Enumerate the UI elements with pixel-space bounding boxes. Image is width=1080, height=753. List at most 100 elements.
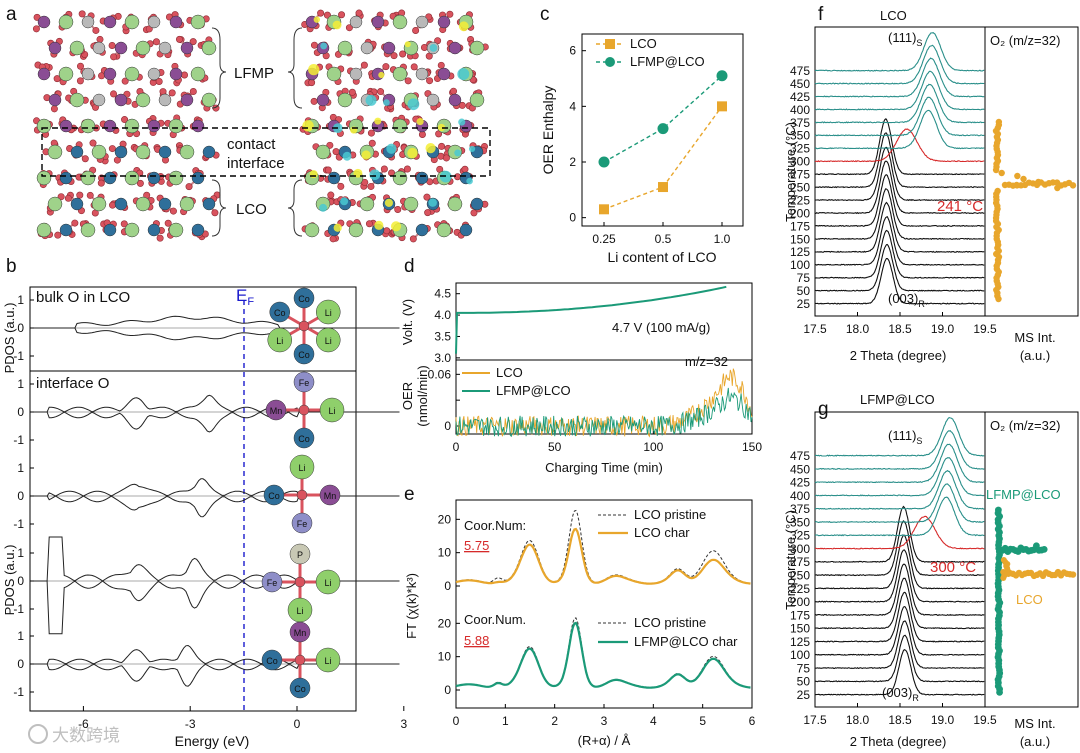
- d-x-tick-label: 0: [453, 440, 460, 454]
- left-oxygen-atom: [108, 145, 116, 153]
- xrd-pattern-300: [815, 128, 985, 163]
- cluster-atom: [319, 397, 345, 423]
- left-metal-atom: [59, 223, 73, 237]
- right-metal-atom: [392, 66, 408, 82]
- cluster-atom: [315, 299, 341, 325]
- left-oxygen-atom: [156, 234, 164, 242]
- right-oxygen-atom: [446, 10, 454, 18]
- xrd-pattern-200: [814, 160, 985, 215]
- panel-c-ticks: 0 2 4 6 0.25 0.5 1.0: [569, 44, 730, 246]
- g-ms-lco-point: [1069, 571, 1077, 578]
- f-ms-point: [1069, 182, 1077, 189]
- cluster-atom-label: Mn: [294, 628, 307, 638]
- right-oxygen-atom: [377, 88, 385, 96]
- pdos-x-tick-label: 3: [400, 717, 407, 731]
- pdos-x-tick-label: 0: [294, 717, 301, 731]
- right-metal-atom: [459, 223, 473, 237]
- left-oxygen-atom: [78, 10, 86, 18]
- pdos-spin-down-curve: [30, 663, 400, 687]
- right-oxygen-atom: [380, 165, 388, 173]
- pdos-y-tick-label: 1: [17, 461, 24, 475]
- panel-g-ylabel: Temperature (°C): [783, 510, 798, 610]
- c-y-tick-label: 6: [569, 44, 576, 58]
- cluster-atom-label: Li: [328, 406, 335, 416]
- left-metal-atom: [103, 223, 117, 237]
- cluster-atom: [319, 484, 341, 506]
- left-oxygen-atom: [109, 201, 117, 209]
- xrd-temp-label: 175: [790, 608, 810, 622]
- c-lco-point: [658, 182, 668, 193]
- right-metal-atom: [447, 196, 463, 212]
- legend-d-lfmp: LFMP@LCO: [496, 383, 571, 398]
- c-y-tick-label: 2: [569, 155, 576, 169]
- right-metal-atom: [415, 67, 429, 81]
- c-series-line: [603, 75, 723, 163]
- right-metal-atom: [349, 15, 363, 29]
- left-oxygen-atom: [155, 77, 163, 85]
- left-metal-atom: [124, 170, 140, 186]
- xrd-pattern-375: [814, 83, 985, 124]
- cluster-atom: [267, 327, 293, 353]
- d-x-tick-label: 50: [548, 440, 562, 454]
- xrd-pattern-450: [814, 44, 985, 85]
- right-metal-atom: [437, 67, 451, 81]
- f-ms-point: [998, 169, 1005, 177]
- left-metal-atom: [36, 222, 52, 238]
- cluster-atom: [293, 343, 315, 365]
- left-metal-atom: [70, 145, 84, 159]
- pdos-x-tick-label: -3: [185, 717, 196, 731]
- left-oxygen-atom: [57, 193, 65, 201]
- xrd-temp-label: 275: [790, 168, 810, 182]
- right-metal-atom: [304, 222, 320, 238]
- cluster-atom-label: Mn: [324, 491, 337, 501]
- xrd-temp-label: 100: [790, 258, 810, 272]
- xrd-pattern-425: [814, 443, 985, 484]
- xrd-x-tick-label: 19.5: [973, 713, 997, 727]
- xrd-x-tick-label: 19.5: [973, 322, 997, 336]
- pdos-spin-up-curve: [30, 478, 400, 497]
- right-metal-atom: [403, 196, 419, 212]
- left-oxygen-atom: [121, 116, 129, 124]
- right-metal-atom: [348, 222, 364, 238]
- xrd-temp-label: 200: [790, 206, 810, 220]
- left-metal-atom: [103, 15, 117, 29]
- cluster-atom-label: Co: [274, 308, 286, 318]
- panel-g-ms-xlabel-2: (a.u.): [1020, 734, 1050, 749]
- e-x-tick-label: 4: [650, 714, 657, 728]
- panel-g-ms-title: O₂ (m/z=32): [990, 418, 1060, 433]
- panel-b-pdos: EF bulk O in LCO interface O -1 0 1 -1 0 1 -1 0…: [2, 286, 407, 749]
- left-oxygen-atom: [121, 77, 129, 85]
- xrd-x-tick-label: 17.5: [803, 322, 827, 336]
- e-y-tick-label: 20: [438, 512, 452, 526]
- left-oxygen-atom: [164, 219, 172, 227]
- panel-e-coor-top: 5.75: [464, 538, 489, 553]
- right-oxygen-atom: [437, 61, 445, 69]
- right-oxygen-atom: [310, 41, 318, 49]
- f-ms-point: [992, 166, 1000, 174]
- lfmp-brace-right: [287, 27, 303, 109]
- c-x-tick-label: 0.25: [592, 232, 616, 246]
- panel-label-d: d: [404, 256, 415, 277]
- left-metal-atom: [168, 170, 184, 186]
- right-charge-density-blob: [457, 68, 470, 81]
- d-x-tick-label: 150: [742, 440, 762, 454]
- right-oxygen-atom: [368, 139, 376, 147]
- right-oxygen-atom: [409, 235, 417, 243]
- left-metal-atom: [81, 67, 95, 81]
- cluster-atom-label: Li: [276, 336, 283, 346]
- right-oxygen-atom: [410, 63, 418, 71]
- left-oxygen-atom: [81, 155, 89, 163]
- right-oxygen-atom: [423, 193, 431, 201]
- e-x-tick-label: 2: [551, 714, 558, 728]
- panel-d-voltage-annotation: 4.7 V (100 mA/g): [612, 320, 710, 335]
- right-oxygen-atom: [394, 205, 402, 213]
- right-metal-atom: [469, 40, 485, 56]
- xrd-pattern-50: [814, 243, 985, 292]
- panel-e-xlabel: (R+α) / Å: [578, 733, 631, 748]
- right-metal-atom: [436, 222, 452, 238]
- interface-label-1: contact: [227, 136, 276, 153]
- right-charge-density-blob: [308, 63, 320, 76]
- c-y-tick-label: 0: [569, 211, 576, 225]
- right-charge-density-blob: [454, 149, 462, 157]
- pdos-y-tick-label: -1: [13, 517, 24, 531]
